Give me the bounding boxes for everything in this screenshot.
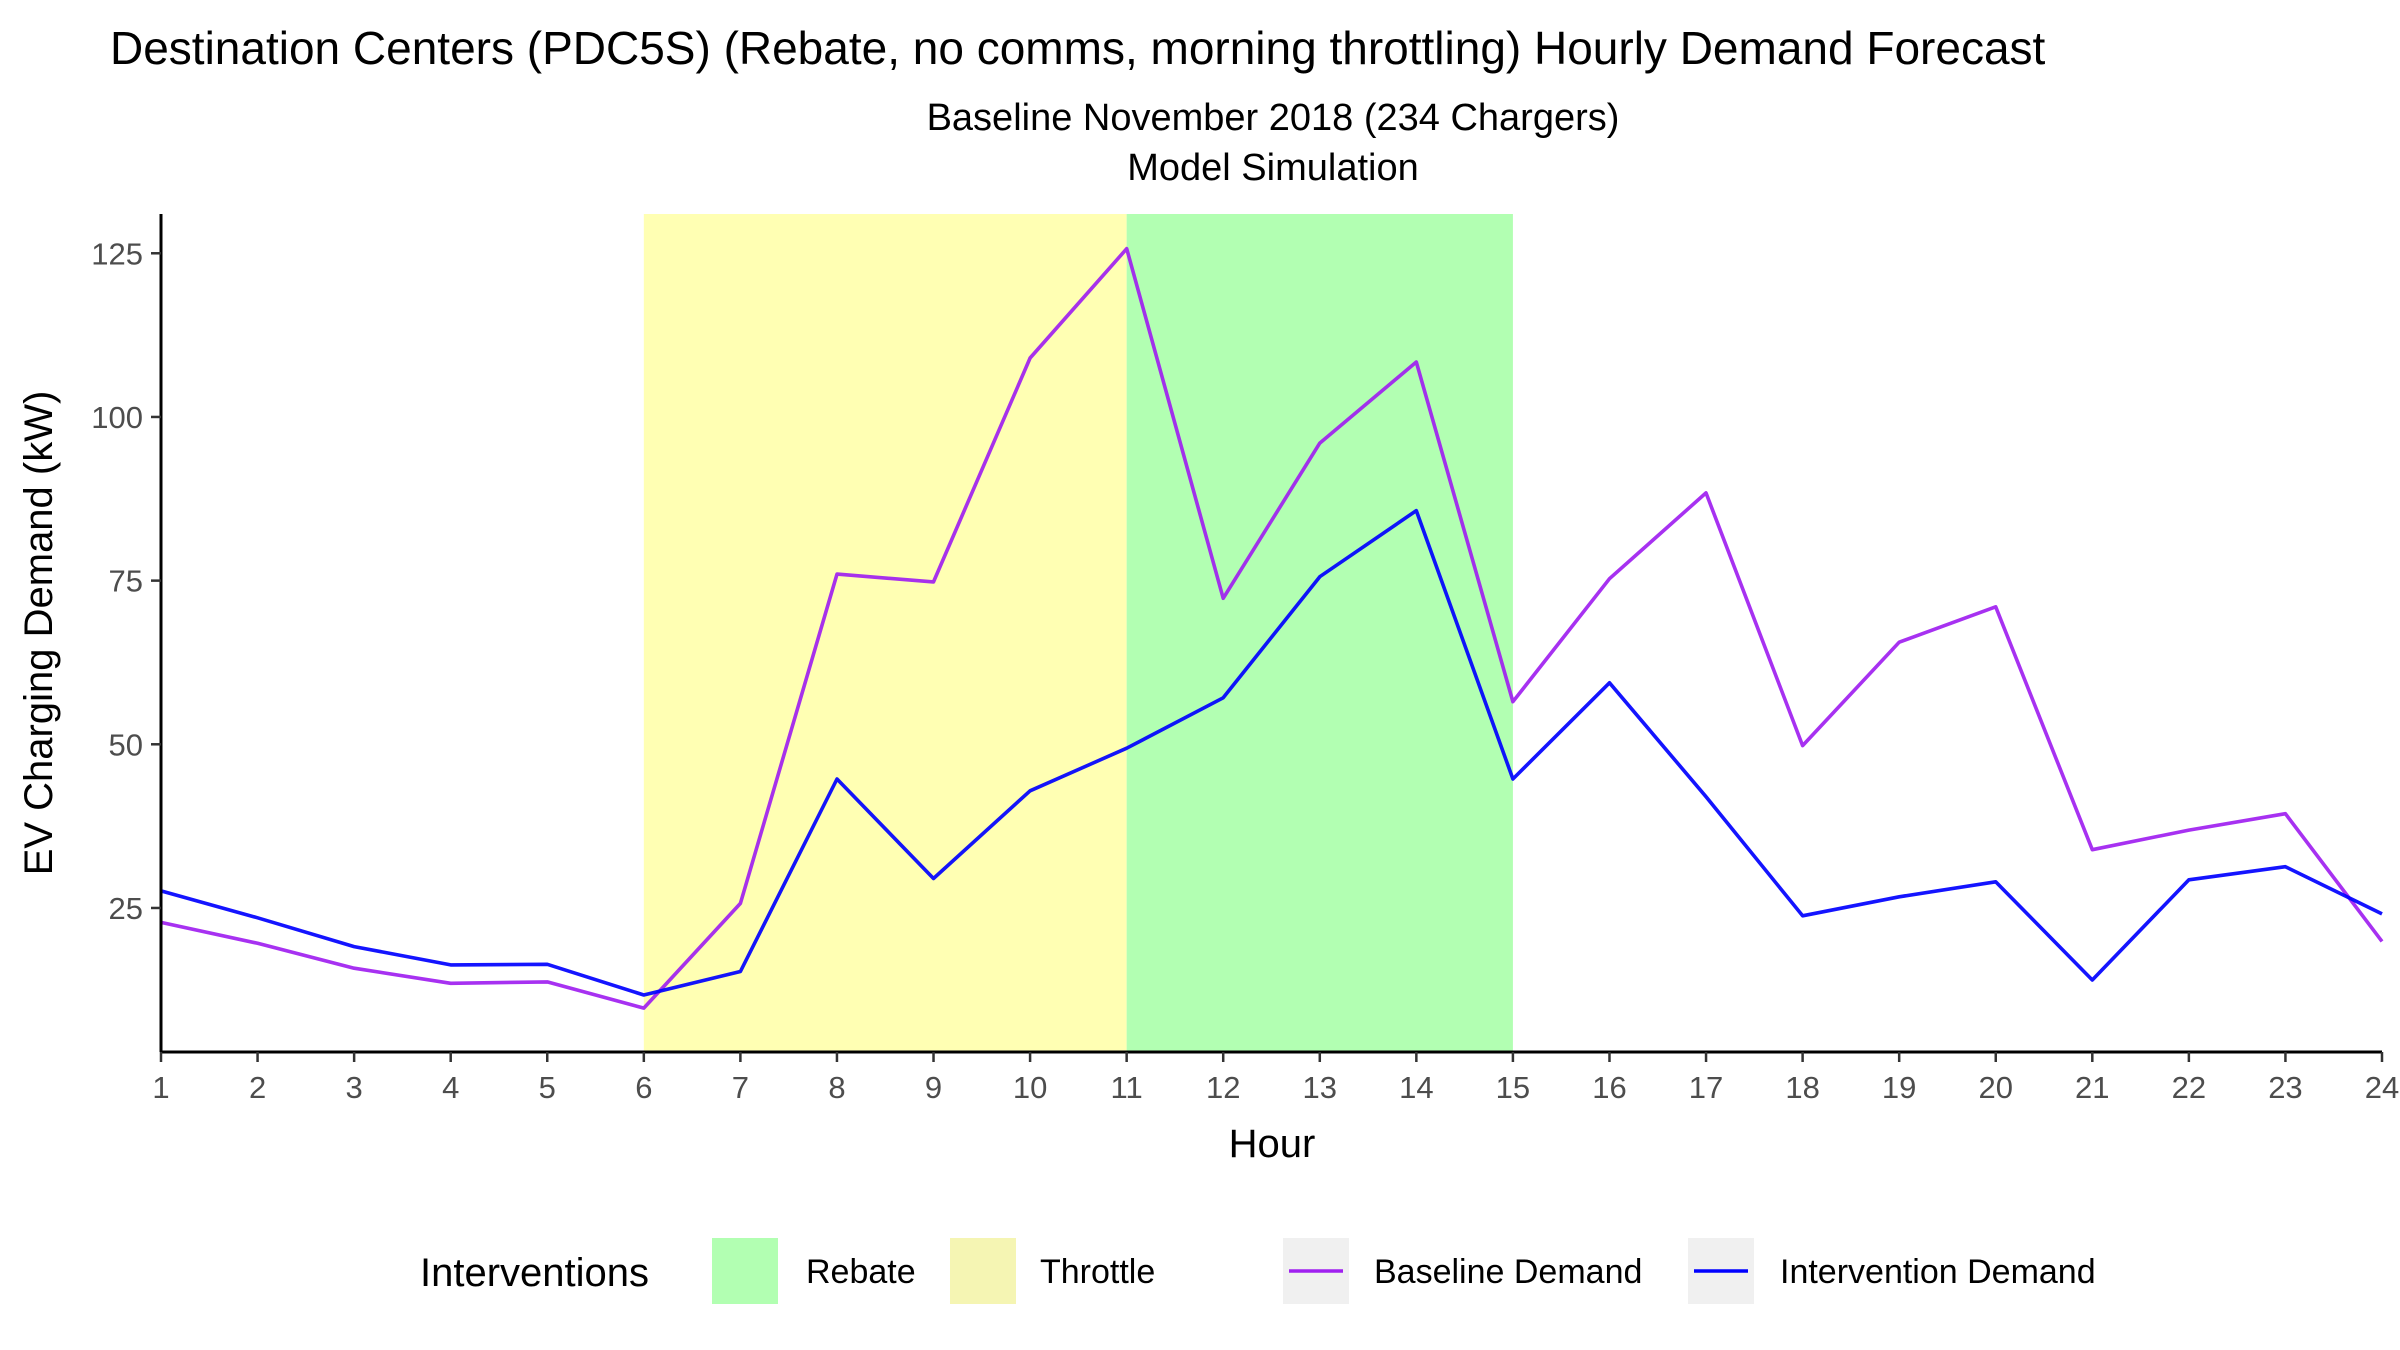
x-tick-label: 16 [1592,1070,1626,1105]
intervention-bands [643,214,1513,1052]
x-tick-label: 11 [1111,1070,1143,1105]
data-point-baseline-demand [933,581,934,582]
data-point-intervention-demand [1319,576,1320,577]
data-point-intervention-demand [1706,796,1707,797]
x-tick-label: 13 [1303,1070,1337,1105]
legend-label-rebate: Rebate [806,1253,916,1291]
axes [159,214,2382,1054]
data-point-baseline-demand [643,1008,644,1009]
x-tick-label: 10 [1013,1070,1047,1105]
data-point-intervention-demand [643,995,644,996]
x-axis-ticks: 1 2 3 4 5 6 7 8 9 10 11 12 13 14 15 16 17 18 19 20 21 22 23 24 [152,1052,2399,1105]
chart-subtitle-line-2: Model Simulation [1127,147,1418,189]
data-point-intervention-demand [1223,697,1224,698]
x-tick-label: 2 [249,1070,266,1105]
data-point-baseline-demand [1802,745,1803,746]
x-axis-title: Hour [1229,1122,1316,1166]
y-tick-label: 125 [91,236,143,271]
data-point-intervention-demand [1995,881,1996,882]
x-tick-label: 21 [2075,1070,2109,1105]
x-tick-label: 20 [1978,1070,2012,1105]
data-point-baseline-demand [1706,492,1707,493]
y-tick-label: 25 [109,891,143,926]
x-tick-label: 5 [539,1070,556,1105]
data-point-baseline-demand [257,943,258,944]
x-tick-label: 4 [442,1070,459,1105]
data-point-intervention-demand [933,878,934,879]
data-point-intervention-demand [1126,748,1127,749]
x-tick-label: 3 [346,1070,363,1105]
series-lines [160,246,2384,1010]
band-throttle [643,214,1127,1052]
data-point-baseline-demand [2285,813,2286,814]
y-axis-ticks: 25 50 75 100 125 [91,236,161,926]
data-point-baseline-demand [1899,642,1900,643]
data-point-baseline-demand [1319,443,1320,444]
legend-key-throttle [950,1238,1016,1304]
data-point-intervention-demand [836,778,837,779]
data-point-baseline-demand [2092,849,2093,850]
data-point-intervention-demand [354,946,355,947]
y-tick-label: 50 [109,727,143,762]
x-tick-label: 14 [1399,1070,1433,1105]
data-point-baseline-demand [1995,606,1996,607]
y-tick-label: 100 [91,400,143,435]
x-tick-label: 12 [1206,1070,1240,1105]
data-point-intervention-demand [257,917,258,918]
series-line-intervention-demand [160,508,2383,997]
legend-label-intervention-demand: Intervention Demand [1780,1253,2096,1291]
data-point-intervention-demand [2092,979,2093,980]
data-point-intervention-demand [547,964,548,965]
data-point-intervention-demand [1899,896,1900,897]
x-tick-label: 22 [2172,1070,2206,1105]
x-tick-label: 24 [2365,1070,2399,1105]
data-point-intervention-demand [1512,778,1513,779]
data-point-baseline-demand [1416,361,1417,362]
data-point-baseline-demand [2382,941,2383,942]
data-point-intervention-demand [1802,915,1803,916]
data-point-baseline-demand [1126,248,1127,249]
data-point-baseline-demand [2188,830,2189,831]
x-tick-label: 6 [635,1070,652,1105]
data-point-intervention-demand [1030,790,1031,791]
data-point-intervention-demand [2188,879,2189,880]
data-point-baseline-demand [1223,598,1224,599]
x-tick-label: 18 [1785,1070,1819,1105]
chart-title: Destination Centers (PDC5S) (Rebate, no … [110,22,2046,74]
legend-label-throttle: Throttle [1040,1253,1155,1291]
x-tick-label: 1 [152,1070,169,1105]
data-point-intervention-demand [1416,510,1417,511]
x-tick-label: 8 [828,1070,845,1105]
series-line-baseline-demand [160,246,2384,1010]
legend-key-rebate [712,1238,778,1304]
data-point-intervention-demand [450,964,451,965]
data-point-baseline-demand [450,983,451,984]
data-point-baseline-demand [836,574,837,575]
data-point-intervention-demand [1609,682,1610,683]
x-tick-label: 23 [2268,1070,2302,1105]
legend: Interventions Rebate Throttle Baseline Dem… [420,1238,2096,1304]
data-point-baseline-demand [547,981,548,982]
data-point-baseline-demand [1512,701,1513,702]
data-point-baseline-demand [1030,358,1031,359]
data-point-baseline-demand [354,968,355,969]
x-tick-label: 19 [1882,1070,1916,1105]
x-tick-label: 7 [732,1070,749,1105]
band-rebate [1126,214,1513,1052]
chart-subtitle-line-1: Baseline November 2018 (234 Chargers) [927,97,1620,139]
data-point-intervention-demand [740,971,741,972]
data-point-baseline-demand [1609,578,1610,579]
x-tick-label: 17 [1689,1070,1723,1105]
y-axis-title: EV Charging Demand (kW) [17,391,61,876]
legend-label-baseline-demand: Baseline Demand [1374,1253,1642,1291]
x-tick-label: 15 [1496,1070,1530,1105]
data-point-intervention-demand [2382,913,2383,914]
legend-title: Interventions [420,1251,649,1295]
y-tick-label: 75 [109,564,143,599]
data-point-baseline-demand [740,903,741,904]
x-tick-label: 9 [925,1070,942,1105]
data-point-intervention-demand [2285,866,2286,867]
